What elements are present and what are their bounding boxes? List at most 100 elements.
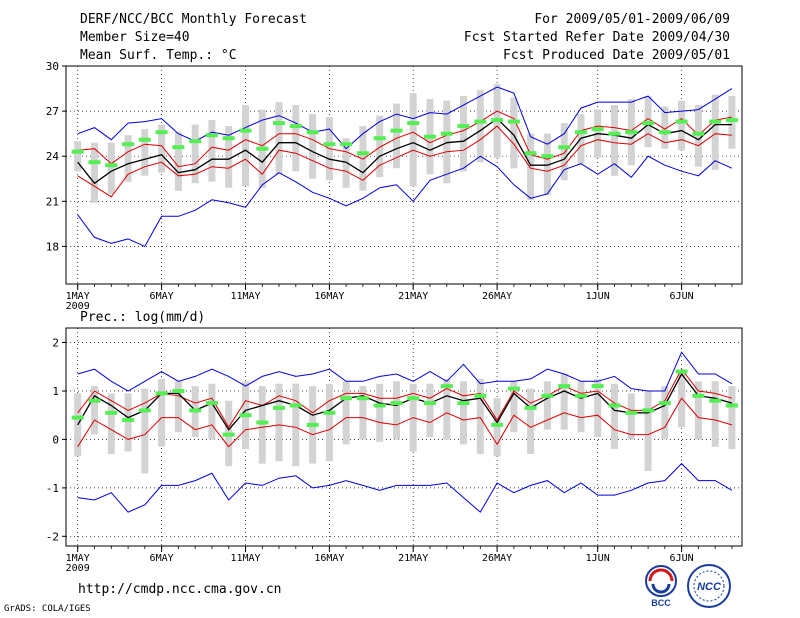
range-bar	[543, 133, 551, 196]
range-bar	[493, 398, 501, 457]
series-line-mean-plus-sd	[77, 110, 732, 168]
temperature-panel: 18 21 24 27 30 1MAY 6MAY 11MAY 16MAY 21MAY 26MAY 1J…	[46, 60, 743, 312]
observation-mark	[591, 384, 604, 389]
range-bar	[694, 381, 702, 440]
bcc-logo: BCC	[645, 565, 677, 608]
observation-mark	[692, 393, 705, 398]
range-bar	[661, 106, 669, 149]
series-line-min	[77, 462, 733, 513]
observation-mark	[608, 131, 621, 136]
x-tick-label: 26MAY	[482, 291, 512, 302]
observation-mark	[306, 130, 319, 135]
observation-mark	[172, 389, 185, 393]
fcst-started-date: Fcst Started Refer Date 2009/04/30	[463, 30, 730, 45]
y-tick-label: 27	[46, 105, 59, 118]
observation-mark	[407, 121, 420, 126]
observation-mark	[675, 119, 688, 124]
member-size: Member Size=40	[80, 30, 190, 45]
range-bar	[594, 378, 602, 437]
observation-mark	[625, 410, 638, 415]
range-bar	[225, 126, 233, 188]
range-bar	[393, 381, 400, 440]
range-bar	[627, 393, 635, 440]
range-bar	[393, 103, 400, 169]
y-tick-label: 1	[52, 385, 59, 398]
observation-mark	[440, 131, 453, 136]
range-bar	[611, 383, 618, 450]
range-bar	[258, 386, 266, 464]
x-tick-label: 26MAY	[482, 553, 512, 564]
range-bar	[124, 393, 132, 452]
x-tick-label: 11MAY	[230, 291, 260, 302]
observation-mark	[558, 145, 571, 150]
observation-mark	[725, 118, 738, 123]
observation-mark	[88, 398, 101, 403]
observation-mark	[138, 137, 151, 142]
observation-mark	[709, 398, 722, 403]
y-tick-label: 21	[46, 195, 59, 208]
x-tick-label: 6MAY	[150, 291, 174, 302]
range-bar	[91, 386, 98, 435]
observation-mark	[256, 420, 269, 425]
observation-mark	[239, 413, 252, 418]
range-bar	[124, 135, 132, 182]
range-bar	[460, 381, 467, 445]
observation-mark	[172, 145, 185, 150]
x-tick-label: 1MAY	[66, 291, 90, 302]
observation-mark	[356, 396, 369, 401]
y-tick-label: -1	[46, 482, 59, 495]
range-bar	[678, 371, 686, 428]
grads-credit: GrADS: COLA/IGES	[4, 604, 91, 614]
observation-mark	[524, 151, 537, 156]
range-bar	[409, 93, 417, 187]
range-bar	[476, 90, 484, 163]
range-bar	[107, 142, 115, 194]
observation-mark	[373, 136, 386, 141]
observation-mark	[239, 128, 252, 133]
range-bar	[359, 126, 367, 191]
observation-mark	[491, 118, 504, 123]
observation-mark	[541, 393, 554, 398]
x-year-label: 2009	[66, 301, 90, 312]
observation-mark	[591, 127, 604, 132]
source-url[interactable]: http://cmdp.ncc.cma.gov.cn	[78, 582, 282, 597]
observation-mark	[105, 163, 118, 168]
range-bar	[527, 388, 535, 454]
precipitation-label: Prec.: log(mm/d)	[80, 310, 206, 325]
ncc-logo: NCC	[687, 564, 731, 608]
observation-mark	[474, 119, 487, 124]
range-bar	[309, 114, 317, 179]
y-tick-label: 18	[46, 240, 59, 253]
range-bar	[141, 129, 149, 176]
plot-frame	[65, 327, 743, 547]
observation-mark	[306, 422, 319, 427]
observation-mark	[440, 384, 453, 389]
range-bar	[661, 386, 669, 440]
x-tick-label: 1JUN	[586, 553, 610, 564]
range-bar	[644, 391, 652, 471]
observation-mark	[558, 384, 571, 389]
range-bar	[577, 381, 585, 433]
observation-mark	[273, 405, 285, 410]
range-bar	[611, 105, 618, 176]
range-bar	[191, 124, 199, 184]
observation-mark	[575, 130, 587, 135]
observation-mark	[256, 146, 269, 151]
chart-title: DERF/NCC/BCC Monthly Forecast	[80, 12, 307, 27]
observation-mark	[222, 432, 235, 437]
range-bar	[208, 383, 216, 440]
observation-mark	[491, 422, 504, 427]
observation-mark	[390, 128, 403, 133]
observation-mark	[122, 418, 135, 422]
range-bar	[711, 94, 719, 170]
observation-mark	[507, 386, 520, 391]
range-bar	[728, 386, 736, 450]
range-bar	[107, 393, 115, 454]
range-bar	[292, 105, 300, 172]
observation-mark	[407, 396, 420, 401]
range-bar	[678, 100, 686, 151]
series-line-mean-minus-sd	[77, 397, 733, 448]
range-bar	[342, 138, 350, 188]
range-bar	[275, 383, 283, 462]
